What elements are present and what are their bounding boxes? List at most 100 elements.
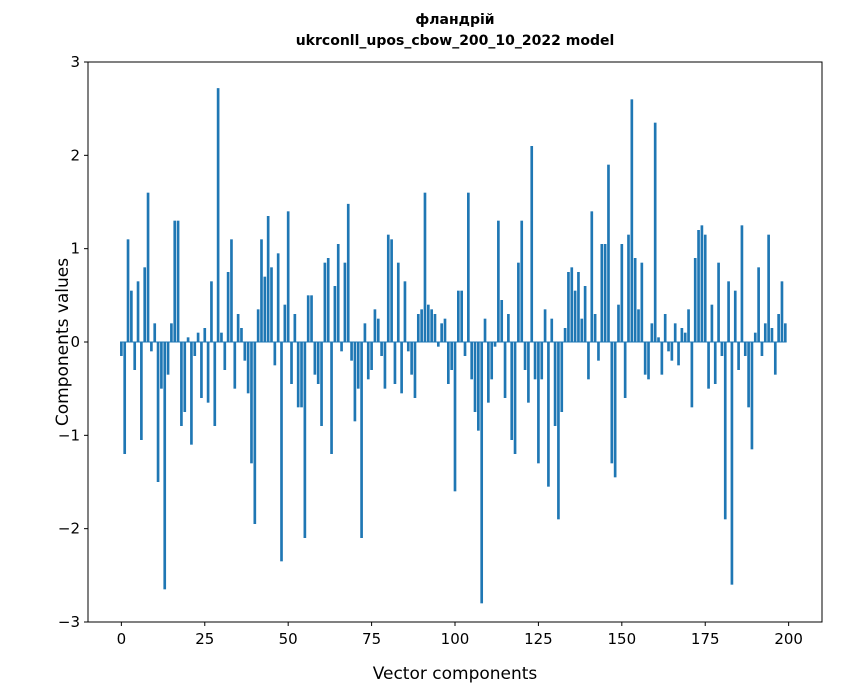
chart-title-line1: фландрій <box>415 12 495 28</box>
bar <box>657 337 660 342</box>
bar <box>186 337 190 342</box>
bar <box>687 309 690 342</box>
x-axis-label: Vector components <box>372 664 538 684</box>
bar <box>183 342 187 412</box>
bar <box>376 318 380 342</box>
bar <box>553 342 557 426</box>
x-tick-label: 175 <box>691 630 720 648</box>
bar <box>720 342 724 356</box>
bar <box>493 342 497 347</box>
bar <box>176 220 180 342</box>
bar <box>673 323 677 342</box>
y-tick-label: 1 <box>70 240 80 258</box>
bar <box>767 234 770 342</box>
y-tick-label: 0 <box>70 333 80 351</box>
bar <box>220 332 223 342</box>
chart-title-line2: ukrconll_upos_cbow_200_10_2022 model <box>295 33 615 49</box>
bar <box>543 309 547 342</box>
bar <box>346 203 350 342</box>
bar <box>773 342 777 375</box>
bar <box>360 342 363 538</box>
x-tick-label: 25 <box>195 630 214 648</box>
bar <box>123 342 127 454</box>
bar <box>517 262 520 342</box>
bar <box>146 192 150 342</box>
bar <box>483 318 487 342</box>
bar <box>293 314 297 342</box>
bar <box>670 342 674 361</box>
x-tick-label: 200 <box>774 630 803 648</box>
bar <box>607 164 610 342</box>
bar <box>620 244 624 342</box>
bar <box>630 99 634 342</box>
bar <box>737 342 740 370</box>
bar <box>533 342 537 380</box>
bar <box>727 281 730 342</box>
bar <box>246 342 250 394</box>
bar <box>597 342 600 361</box>
bar <box>613 342 617 478</box>
bar <box>573 290 577 342</box>
bar <box>763 323 767 342</box>
bar <box>410 342 413 375</box>
x-tick-label: 75 <box>362 630 381 648</box>
bar <box>560 342 564 412</box>
bar <box>240 328 243 342</box>
bar <box>266 216 270 342</box>
bar <box>480 342 484 604</box>
bar <box>477 342 480 431</box>
bar <box>703 234 707 342</box>
bar <box>660 342 664 375</box>
bar <box>363 323 367 342</box>
bar <box>497 220 500 342</box>
bar <box>693 258 697 342</box>
bar <box>303 342 307 538</box>
bar <box>593 314 597 342</box>
bar <box>647 342 650 380</box>
bar <box>527 342 530 403</box>
bar <box>753 332 757 342</box>
bar <box>650 323 654 342</box>
bar <box>170 323 173 342</box>
bar <box>206 342 210 403</box>
bar <box>457 290 460 342</box>
bar <box>153 323 157 342</box>
bar <box>150 342 153 352</box>
bar <box>777 314 780 342</box>
bar <box>326 258 330 342</box>
bar <box>250 342 253 464</box>
bar <box>700 225 704 342</box>
bar <box>120 342 123 356</box>
bar <box>473 342 477 412</box>
bar <box>333 286 337 342</box>
bar <box>256 309 260 342</box>
bar <box>430 309 433 342</box>
bar <box>403 281 407 342</box>
bar <box>490 342 494 380</box>
bar <box>460 290 464 342</box>
bar <box>356 342 360 389</box>
bar <box>507 314 510 342</box>
bar <box>300 342 303 408</box>
bar <box>717 262 720 342</box>
bar <box>426 304 430 342</box>
bar <box>446 342 450 384</box>
bar <box>190 342 193 445</box>
bar <box>423 192 427 342</box>
bar <box>390 239 393 342</box>
bar <box>610 342 614 464</box>
bar <box>577 272 580 342</box>
bar <box>343 262 347 342</box>
bar <box>743 342 747 356</box>
bar <box>383 342 387 389</box>
bar <box>273 342 277 366</box>
bar <box>580 318 584 342</box>
bar <box>156 342 160 482</box>
bar <box>637 309 640 342</box>
bar <box>263 276 267 342</box>
bar <box>380 342 383 356</box>
bar <box>253 342 257 524</box>
bar <box>280 342 283 562</box>
